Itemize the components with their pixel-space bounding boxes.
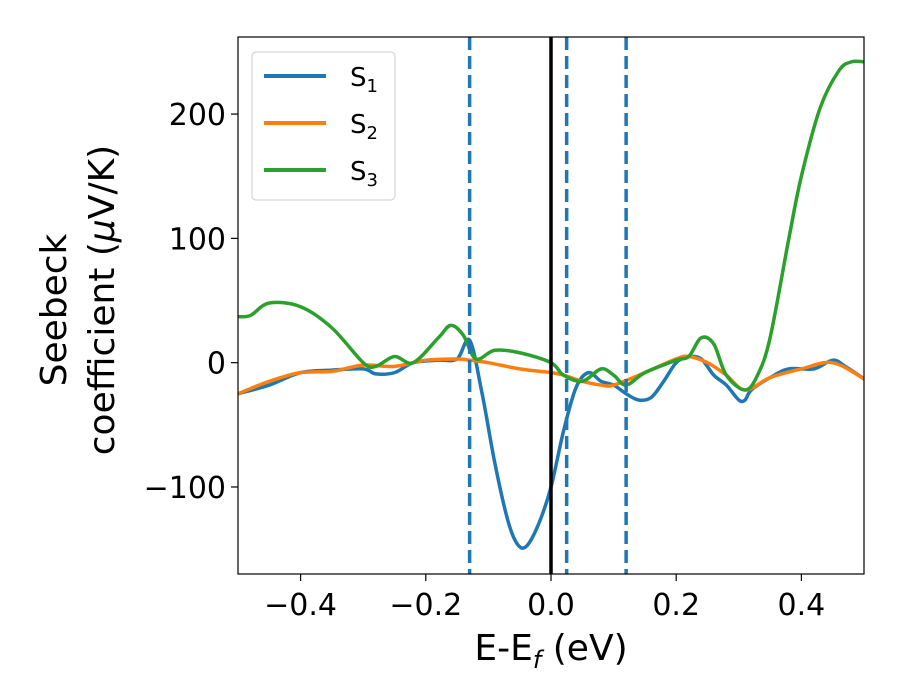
x-tick-label: 0.2 bbox=[652, 588, 700, 623]
y-tick-label: 0 bbox=[207, 347, 226, 382]
y-axis: −100 0 100 200 bbox=[144, 98, 238, 506]
legend-label-s3: S3 bbox=[350, 157, 378, 191]
x-axis-label-unit: (eV) bbox=[541, 628, 627, 669]
y-axis-label-mu: μ bbox=[82, 219, 123, 243]
x-axis: −0.4 −0.2 0.0 0.2 0.4 bbox=[264, 574, 825, 623]
y-axis-label-line2: coefficient (μV/K) bbox=[82, 145, 123, 455]
legend-label-s1: S1 bbox=[350, 63, 378, 97]
y-tick-label: 100 bbox=[169, 222, 226, 257]
x-axis-label: E-Ef (eV) bbox=[474, 628, 627, 674]
y-axis-label-line1: Seebeck bbox=[34, 233, 75, 386]
plot-area bbox=[238, 37, 864, 574]
x-tick-label: 0.4 bbox=[778, 588, 826, 623]
y-tick-label: −100 bbox=[144, 471, 226, 506]
series-line-s3 bbox=[238, 59, 864, 392]
legend-box bbox=[251, 51, 396, 201]
legend: S1 S2 S3 bbox=[251, 51, 396, 201]
legend-label-s2: S2 bbox=[350, 110, 378, 144]
y-tick-label: 200 bbox=[169, 98, 226, 133]
x-tick-label: −0.4 bbox=[264, 588, 337, 623]
x-tick-label: −0.2 bbox=[389, 588, 462, 623]
y-axis-label-unit: V/K) bbox=[82, 145, 123, 219]
x-tick-label: 0.0 bbox=[527, 588, 575, 623]
